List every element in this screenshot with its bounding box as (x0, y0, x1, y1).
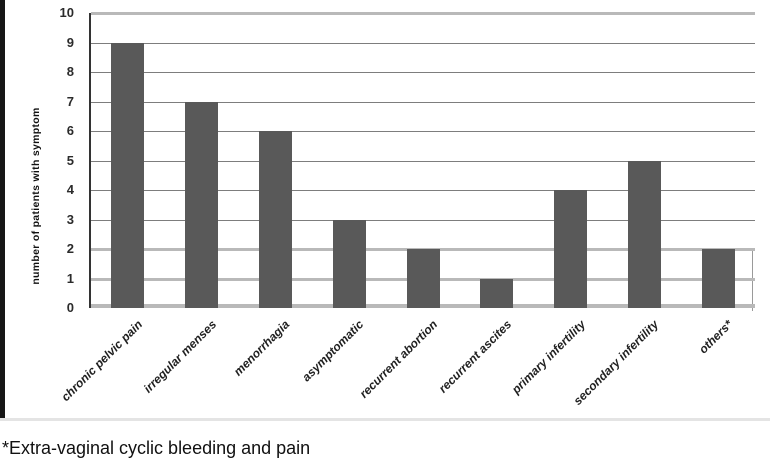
x-category-label: recurrent abortion (356, 317, 441, 401)
bar-slot (607, 13, 681, 308)
gridline-y5 (91, 160, 755, 162)
y-tick-label: 10 (59, 5, 74, 20)
x-category-label: primary infertility (508, 317, 588, 397)
bar-recurrent-ascites (480, 278, 514, 308)
chart-footnote: *Extra-vaginal cyclic bleeding and pain (2, 438, 311, 458)
bar-primary-infertility (554, 190, 588, 308)
gridline-y3 (91, 219, 755, 221)
bar-irregular-menses (185, 101, 219, 308)
y-tick-label: 7 (66, 93, 74, 109)
y-tick-label: 2 (66, 241, 74, 256)
gridline-y8 (91, 72, 755, 73)
bar-menorrhagia (258, 131, 292, 308)
bar-slot (681, 13, 755, 308)
y-tick-label: 6 (66, 123, 74, 138)
gridline-y7 (91, 101, 755, 103)
gridline-y10 (91, 12, 755, 15)
y-tick-label: 3 (66, 211, 74, 227)
y-tick-label: 1 (66, 270, 74, 286)
bar-chronic-pelvic-pain (111, 42, 145, 308)
bar-recurrent-abortion (406, 249, 440, 308)
bar-asymptomatic (332, 219, 366, 308)
x-category-label: recurrent ascites (435, 317, 514, 396)
bars-layer (91, 13, 755, 308)
y-tick-label: 5 (66, 152, 74, 168)
plot-area (89, 12, 755, 308)
bar-slot (534, 13, 608, 308)
gridline-y6 (91, 131, 755, 132)
frame-left-border (0, 0, 5, 421)
x-category-label: secondary infertility (570, 317, 662, 408)
bar-secondary-infertility (627, 160, 661, 308)
y-tick-label: 4 (66, 182, 74, 197)
y-tick-label: 8 (66, 64, 74, 79)
y-tick-label: 9 (66, 34, 74, 50)
bar-slot (460, 13, 534, 308)
x-category-label: others* (696, 317, 736, 357)
gridline-y4 (91, 190, 755, 191)
bar-others- (701, 249, 735, 308)
bar-slot (165, 13, 239, 308)
bar-slot (239, 13, 313, 308)
bar-slot (91, 13, 165, 308)
gridline-y9 (91, 42, 755, 44)
bar-slot (312, 13, 386, 308)
frame-bottom-border (0, 418, 770, 421)
bar-slot (386, 13, 460, 308)
y-tick-label: 0 (66, 300, 74, 315)
